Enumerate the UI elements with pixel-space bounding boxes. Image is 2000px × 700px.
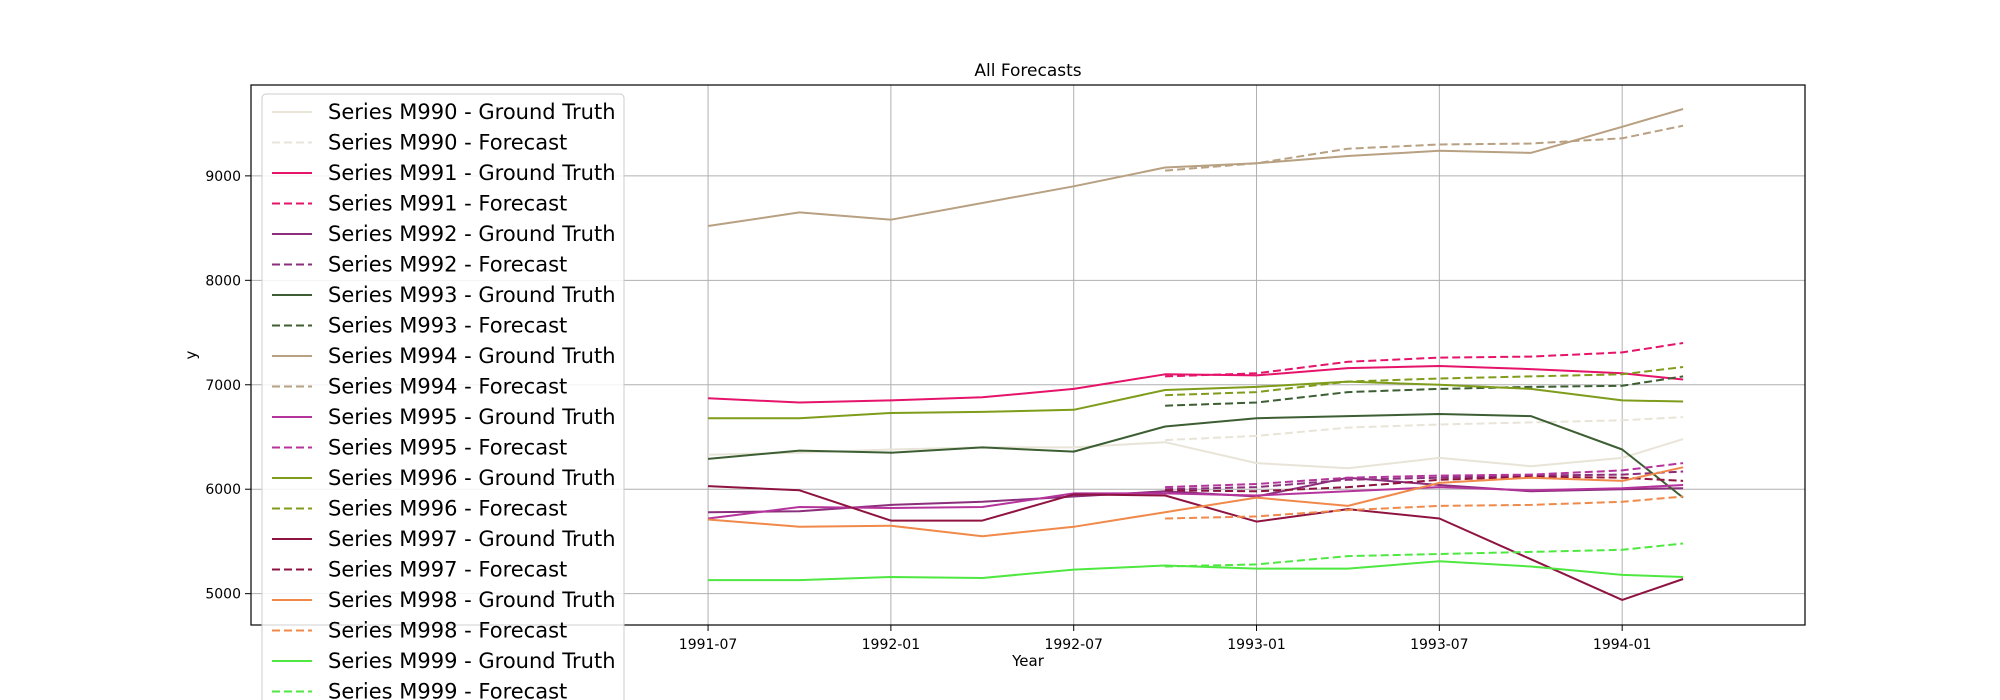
series-line-series-m992-forecast: [1165, 470, 1684, 491]
x-tick-label: 1992-07: [1044, 637, 1103, 653]
y-tick-label: 6000: [205, 482, 241, 498]
plot-frame: [250, 84, 1806, 626]
legend-label: Series M992 - Ground Truth: [328, 222, 616, 246]
legend-label: Series M991 - Ground Truth: [328, 161, 616, 185]
legend-label: Series M996 - Forecast: [328, 497, 567, 521]
legend-label: Series M993 - Forecast: [328, 314, 567, 338]
legend-label: Series M990 - Ground Truth: [328, 100, 616, 124]
series-line-series-m991-forecast: [1165, 342, 1684, 378]
legend-label: Series M994 - Forecast: [328, 375, 567, 399]
legend-label: Series M995 - Forecast: [328, 436, 567, 460]
x-tick-label: 1992-01: [862, 637, 921, 653]
legend-label: Series M991 - Forecast: [328, 192, 567, 216]
legend-label: Series M994 - Ground Truth: [328, 344, 616, 368]
x-axis-label: Year: [1011, 652, 1045, 670]
legend-label: Series M993 - Ground Truth: [328, 283, 616, 307]
series-line-series-m997-ground-truth: [708, 485, 1684, 601]
y-axis-label: y: [182, 350, 200, 359]
legend-label: Series M999 - Forecast: [328, 680, 567, 700]
series-line-series-m999-ground-truth: [708, 560, 1684, 582]
series-line-series-m996-forecast: [1165, 366, 1684, 397]
series-line-series-m990-forecast: [1165, 416, 1684, 442]
x-tick-label: 1993-01: [1227, 637, 1286, 653]
series-line-series-m996-ground-truth: [708, 380, 1684, 420]
plot-area: [707, 108, 1684, 601]
series-line-series-m994-ground-truth: [707, 108, 1684, 227]
series-line-series-m995-ground-truth: [707, 484, 1684, 520]
x-tick-label: 1991-07: [679, 637, 738, 653]
legend-label: Series M996 - Ground Truth: [328, 466, 616, 490]
series-line-series-m999-forecast: [1165, 542, 1684, 568]
series-line-series-m998-ground-truth: [708, 466, 1684, 538]
series-line-series-m993-ground-truth: [708, 413, 1684, 499]
series-line-series-m990-ground-truth: [708, 438, 1684, 470]
x-axis: 1991-07 1992-01 1992-07 1993-01 1993-07 1994-…: [679, 625, 1652, 653]
x-tick-label: 1993-07: [1410, 637, 1469, 653]
x-tick-label: 1994-01: [1593, 637, 1652, 653]
series-line-series-m994-forecast: [1165, 124, 1684, 172]
legend-label: Series M995 - Ground Truth: [328, 405, 616, 429]
series-line-series-m998-forecast: [1165, 495, 1684, 520]
legend-label: Series M999 - Ground Truth: [328, 649, 616, 673]
series-line-series-m997-forecast: [1165, 475, 1684, 493]
y-tick-label: 9000: [205, 169, 241, 185]
legend-box: [261, 93, 625, 700]
legend-label: Series M990 - Forecast: [328, 131, 567, 155]
legend-label: Series M998 - Ground Truth: [328, 588, 616, 612]
chart-title: All Forecasts: [974, 61, 1081, 81]
legend-label: Series M992 - Forecast: [328, 253, 567, 277]
legend: Series M990 - Ground Truth Series M990 - …: [261, 93, 625, 700]
y-tick-label: 8000: [205, 273, 241, 289]
y-tick-label: 5000: [205, 587, 241, 603]
y-tick-label: 7000: [205, 378, 241, 394]
series-line-series-m993-forecast: [1165, 375, 1684, 407]
legend-label: Series M998 - Forecast: [328, 619, 567, 643]
series-line-series-m995-forecast: [1165, 462, 1684, 489]
legend-label: Series M997 - Ground Truth: [328, 527, 616, 551]
y-axis: 5000 6000 7000 8000 9000: [205, 169, 251, 603]
series-line-series-m991-ground-truth: [708, 365, 1684, 404]
legend-label: Series M997 - Forecast: [328, 558, 567, 582]
